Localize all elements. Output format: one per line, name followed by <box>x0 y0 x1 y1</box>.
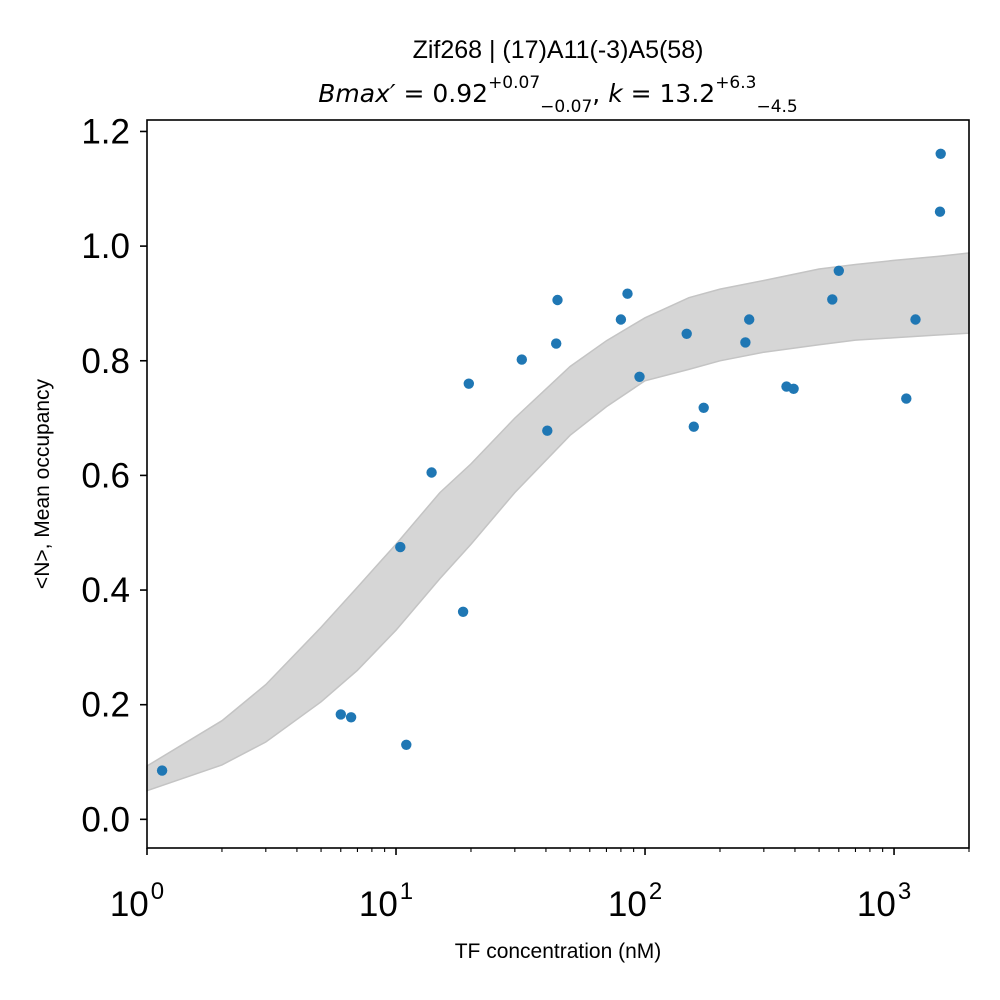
bmax-label: Bmax′ <box>318 79 396 108</box>
data-point <box>552 294 563 306</box>
confidence-band <box>146 252 970 792</box>
equals-sign: = <box>396 79 433 108</box>
chart-subtitle: Bmax′ = 0.92+0.07−0.07, k = 13.2+6.3−4.5 <box>318 73 798 117</box>
bmax-plus: +0.07 <box>488 73 540 93</box>
data-point <box>401 739 412 750</box>
y-tick-label: 1.0 <box>81 227 130 266</box>
data-point <box>551 338 562 349</box>
data-point <box>910 314 921 325</box>
data-points-layer <box>156 148 946 776</box>
k-label: k <box>608 79 624 108</box>
y-tick-label: 0.0 <box>81 800 130 839</box>
chart-title: Zif268 | (17)A11(-3)A5(58) <box>413 36 704 64</box>
data-point <box>935 148 946 159</box>
data-point <box>615 314 627 325</box>
data-point <box>788 383 799 394</box>
data-point <box>457 606 469 617</box>
x-tick-label: 102 <box>608 878 662 924</box>
y-tick-label: 1.2 <box>81 112 130 151</box>
data-point <box>463 378 474 389</box>
data-point <box>395 541 406 553</box>
data-point <box>681 328 692 339</box>
plot-frame <box>146 119 970 849</box>
data-point <box>688 421 699 432</box>
axis-ticks-layer: 0.0 0.2 0.4 0.6 0.8 1.0 1.2 100 101 102 103 <box>81 112 970 924</box>
data-point <box>345 712 357 723</box>
data-point <box>156 765 168 776</box>
data-point <box>335 709 346 720</box>
data-point <box>622 288 633 299</box>
y-axis-label: <N>, Mean occupancy <box>31 378 54 589</box>
x-tick-label: 100 <box>110 878 164 924</box>
y-tick-label: 0.8 <box>81 342 130 381</box>
data-point <box>901 393 912 404</box>
data-point <box>740 337 751 348</box>
data-point <box>827 294 838 305</box>
k-minus: −4.5 <box>756 97 797 117</box>
x-axis-label: TF concentration (nM) <box>455 940 662 963</box>
bmax-value: 0.92 <box>432 79 488 108</box>
data-point <box>542 425 553 436</box>
data-point <box>634 371 645 382</box>
y-tick-label: 0.4 <box>81 571 130 610</box>
x-tick-label: 101 <box>359 878 413 924</box>
data-point <box>744 314 755 325</box>
k-plus: +6.3 <box>715 73 756 93</box>
data-point <box>934 206 946 217</box>
y-tick-label: 0.6 <box>81 456 130 495</box>
data-point <box>516 354 527 365</box>
confidence-band-layer <box>146 252 970 792</box>
data-point <box>833 265 844 276</box>
k-value: 13.2 <box>660 79 716 108</box>
subtitle-separator: , <box>592 79 608 108</box>
y-tick-label: 0.2 <box>81 686 130 725</box>
bmax-minus: −0.07 <box>540 97 592 117</box>
equals-sign-k: = <box>623 79 660 108</box>
x-tick-label: 103 <box>857 878 911 924</box>
data-point <box>698 402 709 413</box>
data-point <box>426 467 437 478</box>
